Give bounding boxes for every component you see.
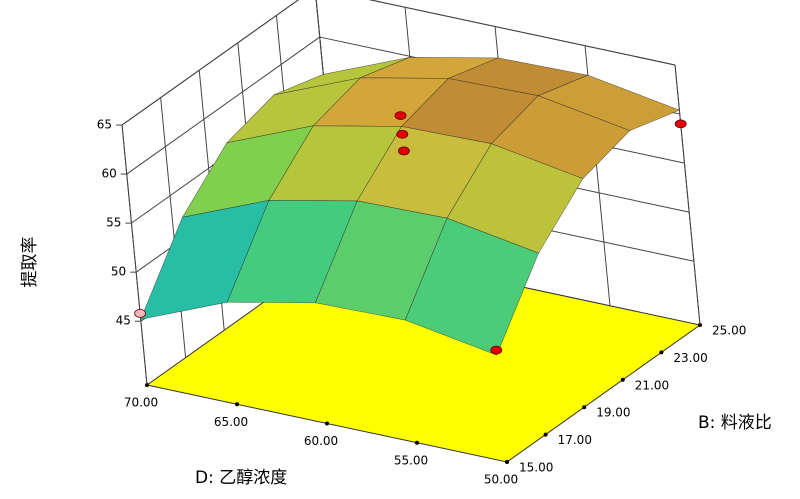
z-tick-label: 45	[116, 314, 131, 328]
x-tick-label: 70.00	[124, 396, 158, 410]
box-edge	[368, 0, 676, 66]
design-point	[674, 119, 687, 129]
y-tick-label: 25.00	[712, 324, 746, 338]
x-tick	[325, 421, 329, 426]
box-edge	[121, 0, 299, 126]
y-tick-label: 21.00	[635, 378, 669, 392]
wall-grid-line	[160, 97, 187, 358]
z-tick-label: 60	[101, 167, 116, 181]
box-edge	[121, 124, 148, 386]
y-tick	[582, 405, 587, 410]
x-tick	[505, 460, 509, 464]
z-tick-label: 65	[97, 118, 112, 132]
x-tick	[415, 440, 419, 445]
z-axis-label: 提取率	[20, 237, 40, 288]
z-tick-label: 55	[106, 216, 121, 230]
y-tick-label: 15.00	[519, 461, 553, 475]
x-tick-label: 65.00	[214, 415, 248, 429]
design-point	[398, 146, 410, 156]
box-edge	[674, 64, 701, 326]
x-tick-label: 50.00	[484, 473, 518, 487]
x-tick-label: 55.00	[394, 453, 428, 467]
x-axis-label: D: 乙醇浓度	[195, 468, 287, 488]
y-tick-label: 19.00	[596, 406, 630, 420]
z-tick-label: 50	[111, 265, 126, 279]
design-point	[396, 129, 409, 139]
y-tick-label: 23.00	[673, 351, 707, 365]
y-tick-label: 17.00	[558, 433, 592, 447]
y-tick	[543, 432, 548, 437]
surface-patch	[404, 217, 539, 356]
design-point	[394, 111, 407, 121]
x-tick-label: 60.00	[304, 434, 338, 448]
design-point	[490, 345, 503, 355]
y-axis-label: B: 料液比	[698, 413, 772, 433]
design-point	[134, 308, 147, 318]
y-tick	[659, 350, 664, 355]
y-tick	[620, 377, 625, 382]
wall-grid-line	[126, 36, 321, 175]
wall-grid-line	[368, 0, 676, 66]
x-tick	[235, 402, 239, 407]
